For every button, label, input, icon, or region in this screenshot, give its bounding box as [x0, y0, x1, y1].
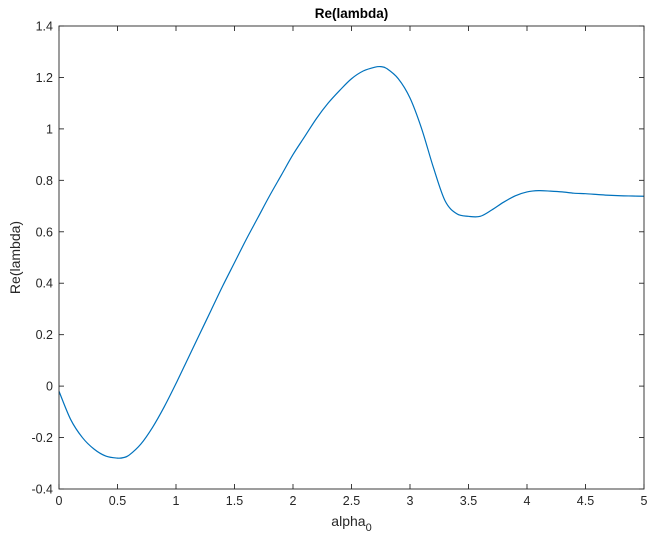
- x-tick-label: 3.5: [460, 494, 477, 508]
- x-tick-label: 5: [641, 494, 648, 508]
- x-axis-label: alpha0: [331, 513, 371, 534]
- y-tick-label: 0.6: [36, 225, 53, 239]
- x-tick-label: 0.5: [109, 494, 126, 508]
- y-tick-label: 1: [46, 122, 53, 136]
- y-tick-label: -0.4: [31, 483, 53, 497]
- x-tick-label: 0: [56, 494, 63, 508]
- y-tick-label: 1.2: [36, 71, 53, 85]
- x-tick-label: 3: [407, 494, 414, 508]
- x-tick-label: 4.5: [577, 494, 594, 508]
- x-axis-label-text: alpha: [331, 513, 365, 529]
- y-tick-label: 0.8: [36, 174, 53, 188]
- x-tick-label: 2.5: [343, 494, 360, 508]
- tick-labels: 0 0.5 1 1.5 2 2.5 3 3.5 4 4.5 5 -0.4 -0.2 0 0.2 0.4 0.6 0…: [31, 20, 647, 509]
- axes-box: [58, 25, 645, 490]
- x-tick-label: 1.5: [226, 494, 243, 508]
- chart-title: Re(lambda): [315, 6, 389, 21]
- x-tick-label: 1: [173, 494, 180, 508]
- x-axis-label-subscript: 0: [366, 522, 372, 534]
- y-tick-label: 0.2: [36, 328, 53, 342]
- y-tick-label: 0.4: [36, 277, 53, 291]
- x-tick-label: 2: [290, 494, 297, 508]
- x-tick-label: 4: [524, 494, 531, 508]
- y-tick-label: 0: [46, 380, 53, 394]
- plot-area: [59, 26, 644, 489]
- y-tick-label: -0.2: [31, 431, 53, 445]
- y-tick-label: 1.4: [36, 20, 53, 34]
- y-axis-label: Re(lambda): [7, 221, 23, 294]
- series-line: [58, 65, 645, 459]
